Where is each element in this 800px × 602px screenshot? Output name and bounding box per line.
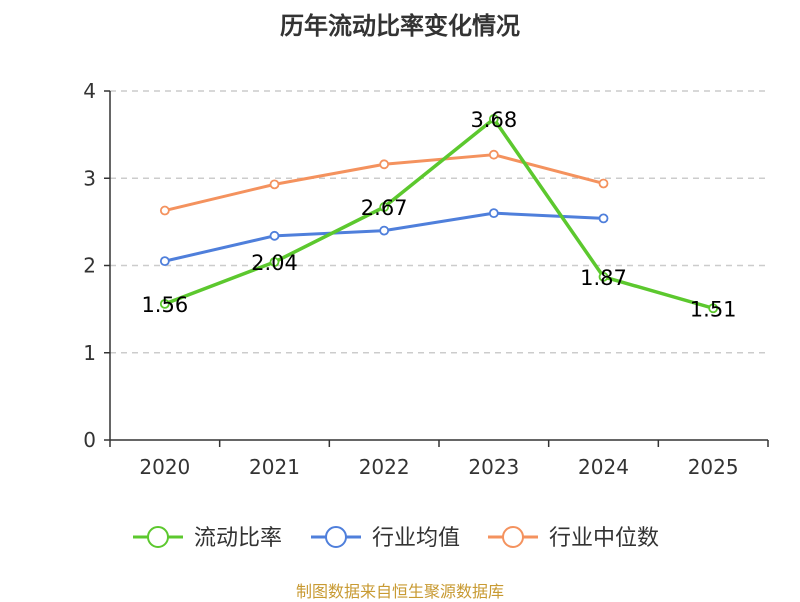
y-tick-label: 4 <box>83 79 96 103</box>
data-point <box>159 205 170 216</box>
data-point <box>379 202 390 212</box>
data-point <box>379 159 390 170</box>
data-point <box>488 114 499 124</box>
data-point <box>488 149 499 160</box>
data-label-2023: 3.68 <box>470 108 517 132</box>
x-tick-label-2023: 2023 <box>468 455 519 479</box>
data-point <box>708 303 719 314</box>
legend-label-行业中位数: 行业中位数 <box>549 526 659 551</box>
series-layer <box>159 114 719 314</box>
data-point <box>598 271 609 282</box>
y-tick-label: 0 <box>83 428 96 452</box>
data-point <box>269 257 280 267</box>
label-layer: 1.56 2.04 2.67 3.68 1.87 1.51 <box>141 108 736 321</box>
source-note: 制图数据来自恒生聚源数据库 <box>295 582 504 601</box>
legend-layer: 流动比率 行业均值 行业中位数 <box>133 526 659 551</box>
data-point <box>159 256 170 267</box>
legend-marker-行业中位数 <box>502 526 524 548</box>
legend-marker-流动比率 <box>147 526 169 548</box>
data-label-2021: 2.04 <box>251 251 298 275</box>
data-label-2025: 1.51 <box>690 297 737 321</box>
y-tick-label: 2 <box>83 254 96 278</box>
series-line-流动比率 <box>164 117 714 310</box>
data-point <box>598 178 609 189</box>
data-point <box>269 179 280 190</box>
x-tick-label-2025: 2025 <box>688 455 739 479</box>
data-point <box>159 298 170 309</box>
x-tick-label-2021: 2021 <box>249 455 300 479</box>
data-point <box>488 208 499 219</box>
x-tick-label-2020: 2020 <box>139 455 190 479</box>
legend-marker-行业均值 <box>325 526 347 548</box>
x-tick-label-2024: 2024 <box>578 455 629 479</box>
series-line-行业均值 <box>164 211 604 263</box>
legend-label-行业均值: 行业均值 <box>372 526 460 551</box>
data-label-2022: 2.67 <box>361 196 408 220</box>
chart-title: 历年流动比率变化情况 <box>280 12 520 40</box>
data-point <box>269 230 280 241</box>
legend-label-流动比率: 流动比率 <box>194 526 282 551</box>
y-tick-label: 1 <box>83 341 96 365</box>
data-point <box>379 225 390 236</box>
data-label-2024: 1.87 <box>580 266 627 290</box>
x-tick-label-2022: 2022 <box>359 455 410 479</box>
data-label-2020: 1.56 <box>141 293 188 317</box>
axis-layer: 0 1 2 3 4 2020 2021 2022 2023 2024 2025 <box>83 79 769 479</box>
y-tick-label: 3 <box>83 166 96 190</box>
data-point <box>598 213 609 224</box>
